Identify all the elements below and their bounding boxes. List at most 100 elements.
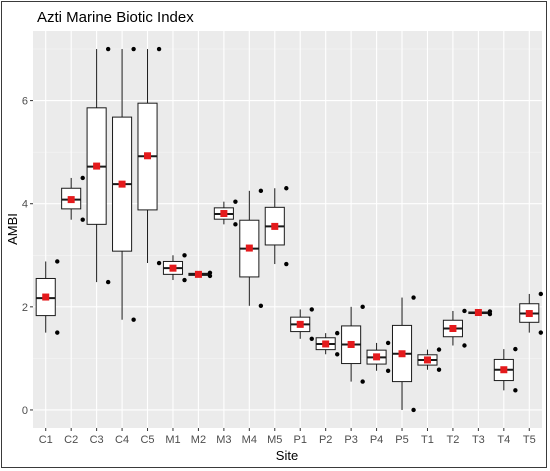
data-point [360, 304, 365, 310]
mean-marker [169, 264, 177, 272]
box-C2 [61, 175, 85, 222]
x-tick-label: T4 [497, 434, 510, 446]
data-point [538, 291, 544, 297]
mean-marker [398, 350, 406, 358]
data-point [335, 352, 340, 357]
x-tick-label: C4 [115, 434, 129, 446]
box-T5 [519, 291, 544, 335]
x-axis-ticks: C1 C2 C3 C4 C5 M1 M2 M3 M4 M5 P1 P2 P3 P4 P5 T1 T2 T3 T4 T5 [39, 428, 536, 446]
data-point [513, 346, 518, 352]
x-tick-label: C2 [64, 434, 78, 446]
data-point [436, 347, 442, 352]
data-point [513, 388, 518, 393]
x-tick-label: T2 [447, 434, 460, 446]
data-point [182, 253, 187, 258]
data-point [258, 188, 264, 194]
mean-marker [423, 356, 431, 364]
chart-title: Azti Marine Biotic Index [37, 9, 194, 26]
mean-marker [220, 210, 228, 218]
box-C4 [112, 46, 136, 322]
data-point [335, 330, 340, 336]
x-tick-label: M5 [267, 434, 282, 446]
x-tick-label: C3 [90, 434, 104, 446]
x-tick-label: C1 [39, 434, 53, 446]
mean-marker [93, 162, 101, 170]
box-P5 [391, 295, 416, 413]
box-M2 [188, 270, 213, 279]
data-point [55, 259, 60, 264]
box-M4 [239, 188, 264, 309]
data-point [233, 199, 238, 204]
box-C1 [35, 259, 60, 335]
mean-marker [347, 340, 355, 348]
x-tick-label: T3 [472, 434, 485, 446]
mean-marker [449, 324, 457, 332]
data-point [385, 368, 391, 373]
data-point [284, 261, 289, 267]
data-point [156, 260, 162, 266]
data-point [182, 277, 187, 283]
box-T1 [417, 347, 442, 372]
y-axis-ticks: 0 2 4 6 [22, 96, 33, 417]
box-P3 [341, 304, 365, 384]
x-tick-label: P4 [370, 434, 383, 446]
mean-marker [271, 222, 279, 230]
data-point [385, 340, 391, 346]
data-point [131, 317, 136, 322]
data-point [207, 273, 213, 279]
y-tick-label: 2 [22, 302, 28, 314]
mean-marker [118, 180, 126, 188]
data-point [156, 46, 162, 52]
mean-marker [525, 310, 533, 318]
x-tick-label: P1 [293, 434, 306, 446]
data-point [487, 309, 493, 314]
x-tick-label: P5 [395, 434, 408, 446]
box-P1 [290, 307, 314, 342]
data-point [258, 303, 264, 309]
boxes [35, 46, 544, 413]
data-point [233, 222, 238, 227]
x-tick-label: M1 [165, 434, 180, 446]
data-point [284, 186, 289, 191]
x-tick-label: M3 [216, 434, 231, 446]
data-point [105, 279, 111, 285]
box-C3 [86, 46, 111, 285]
mean-marker [144, 152, 152, 160]
mean-marker [67, 196, 75, 204]
box-M1 [162, 253, 187, 283]
x-tick-label: M4 [242, 434, 257, 446]
mean-marker [500, 366, 508, 374]
data-point [207, 270, 213, 276]
x-tick-label: P2 [319, 434, 332, 446]
mean-marker [42, 293, 50, 301]
data-point [80, 217, 85, 222]
box-P4 [366, 340, 391, 373]
plot-panel [33, 31, 542, 428]
x-tick-label: T1 [421, 434, 434, 446]
box-T3 [468, 309, 493, 317]
data-point [309, 336, 314, 342]
box-M5 [264, 186, 289, 267]
mean-marker [296, 320, 304, 328]
y-tick-label: 4 [22, 199, 28, 211]
data-point [411, 295, 416, 300]
data-point [436, 367, 442, 372]
box-M3 [213, 199, 238, 227]
data-point [105, 46, 111, 52]
box-T4 [493, 346, 518, 393]
mean-marker [322, 340, 330, 348]
mean-marker [373, 353, 381, 361]
box-P2 [315, 330, 340, 357]
data-point [462, 343, 467, 348]
mean-marker [474, 309, 482, 317]
data-point [309, 307, 314, 312]
x-tick-label: P3 [344, 434, 357, 446]
box-T2 [442, 308, 467, 348]
data-point [131, 46, 136, 52]
data-point [55, 330, 60, 335]
data-point [411, 407, 416, 413]
y-tick-label: 0 [22, 405, 28, 417]
y-axis-title: AMBI [5, 213, 20, 245]
